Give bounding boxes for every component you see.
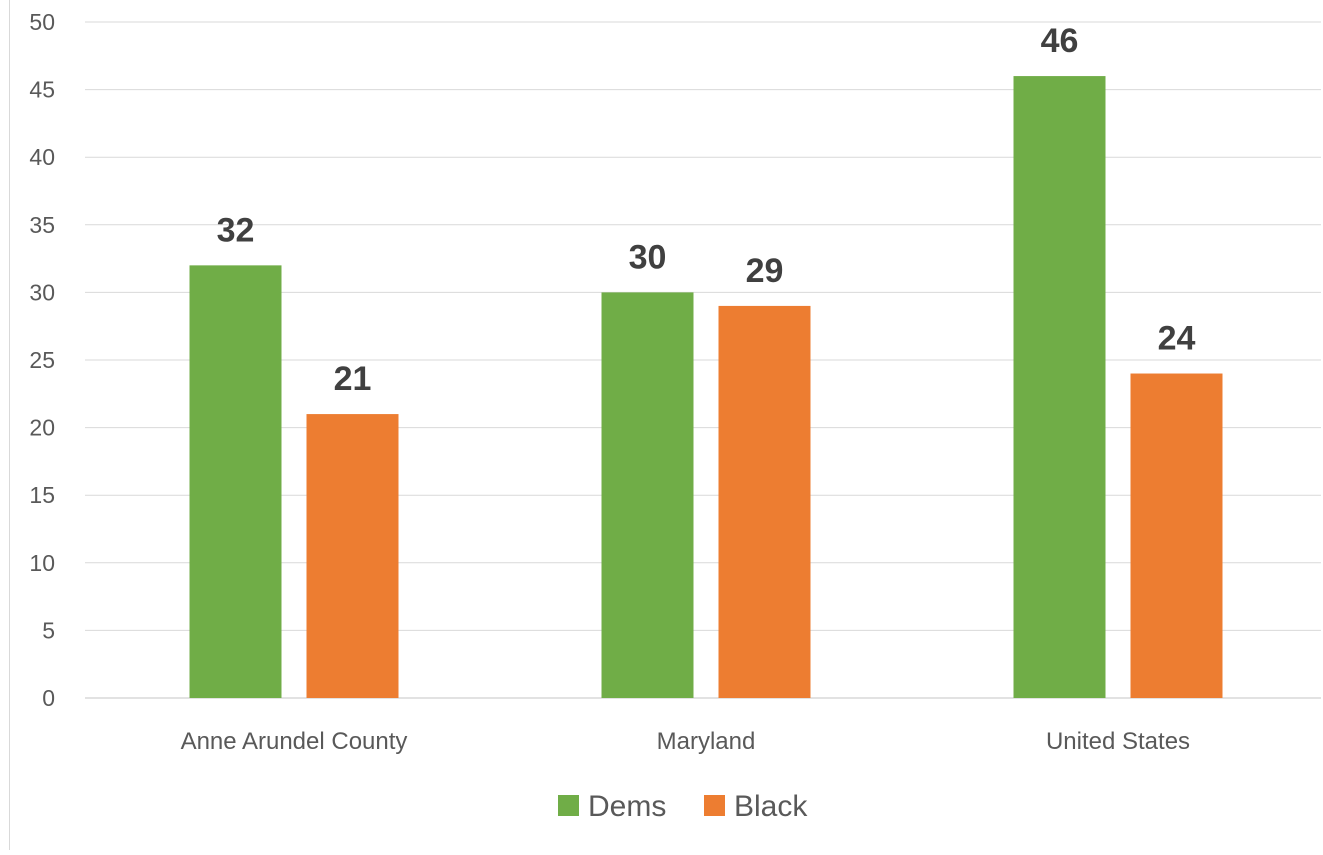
legend-label-black: Black [734, 790, 808, 823]
y-axis-ticks: 0 5 10 15 20 25 30 35 40 45 50 [29, 9, 55, 711]
y-tick-label-30: 30 [29, 279, 55, 305]
y-tick-label-40: 40 [29, 144, 55, 170]
y-tick-label-45: 45 [29, 77, 55, 103]
y-tick-label-50: 50 [29, 9, 55, 35]
x-tick-label-2: United States [1046, 728, 1190, 755]
legend-swatch-dems [558, 795, 579, 816]
y-tick-label-35: 35 [29, 212, 55, 238]
y-tick-label-15: 15 [29, 482, 55, 508]
y-tick-label-10: 10 [29, 550, 55, 576]
bar-dems-2 [1013, 76, 1106, 698]
gridlines [85, 21, 1321, 699]
data-label-black-1: 29 [746, 252, 784, 290]
bars [189, 76, 1223, 698]
bar-dems-0 [189, 265, 282, 698]
data-label-dems-0: 32 [217, 211, 255, 249]
legend: Dems Black [558, 790, 808, 823]
x-tick-label-1: Maryland [657, 728, 756, 755]
y-tick-label-20: 20 [29, 415, 55, 441]
data-label-black-2: 24 [1158, 320, 1196, 358]
legend-label-dems: Dems [588, 790, 666, 823]
data-label-black-0: 21 [334, 360, 372, 398]
x-axis-ticks: Anne Arundel County Maryland United States [181, 728, 1190, 755]
data-label-dems-2: 46 [1041, 22, 1079, 60]
bar-dems-1 [601, 292, 694, 698]
bar-black-1 [718, 305, 811, 698]
x-tick-label-0: Anne Arundel County [181, 728, 408, 755]
y-tick-label-0: 0 [42, 685, 55, 711]
data-label-dems-1: 30 [629, 238, 667, 276]
chart-border-line [9, 0, 10, 850]
legend-swatch-black [704, 795, 725, 816]
y-tick-label-25: 25 [29, 347, 55, 373]
bar-black-0 [306, 414, 399, 698]
bar-black-2 [1130, 373, 1223, 698]
y-tick-label-5: 5 [42, 617, 55, 643]
data-labels: 32 21 30 29 46 24 [217, 22, 1196, 398]
